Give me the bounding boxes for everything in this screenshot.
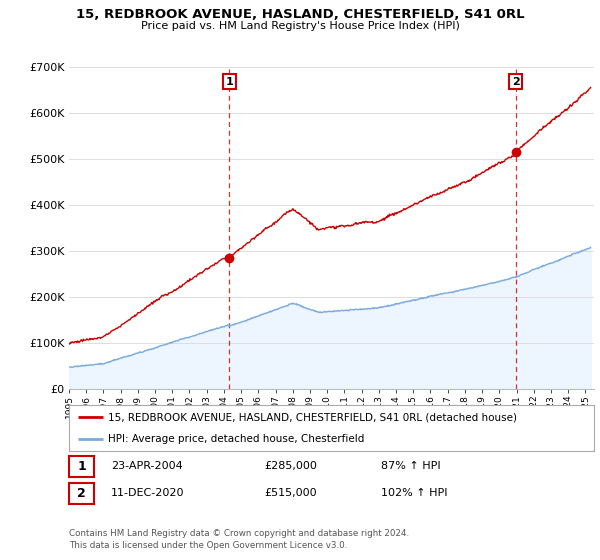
Text: 87% ↑ HPI: 87% ↑ HPI xyxy=(381,461,440,472)
Text: £285,000: £285,000 xyxy=(264,461,317,472)
Text: Contains HM Land Registry data © Crown copyright and database right 2024.
This d: Contains HM Land Registry data © Crown c… xyxy=(69,529,409,550)
Text: 23-APR-2004: 23-APR-2004 xyxy=(111,461,183,472)
Text: 1: 1 xyxy=(77,460,86,473)
Text: 11-DEC-2020: 11-DEC-2020 xyxy=(111,488,185,498)
Text: 2: 2 xyxy=(77,487,86,500)
Text: 15, REDBROOK AVENUE, HASLAND, CHESTERFIELD, S41 0RL (detached house): 15, REDBROOK AVENUE, HASLAND, CHESTERFIE… xyxy=(109,412,517,422)
Text: Price paid vs. HM Land Registry's House Price Index (HPI): Price paid vs. HM Land Registry's House … xyxy=(140,21,460,31)
Text: 1: 1 xyxy=(226,77,233,87)
Text: £515,000: £515,000 xyxy=(264,488,317,498)
Text: 2: 2 xyxy=(512,77,520,87)
Text: HPI: Average price, detached house, Chesterfield: HPI: Average price, detached house, Ches… xyxy=(109,435,365,444)
Text: 15, REDBROOK AVENUE, HASLAND, CHESTERFIELD, S41 0RL: 15, REDBROOK AVENUE, HASLAND, CHESTERFIE… xyxy=(76,8,524,21)
Text: 102% ↑ HPI: 102% ↑ HPI xyxy=(381,488,448,498)
